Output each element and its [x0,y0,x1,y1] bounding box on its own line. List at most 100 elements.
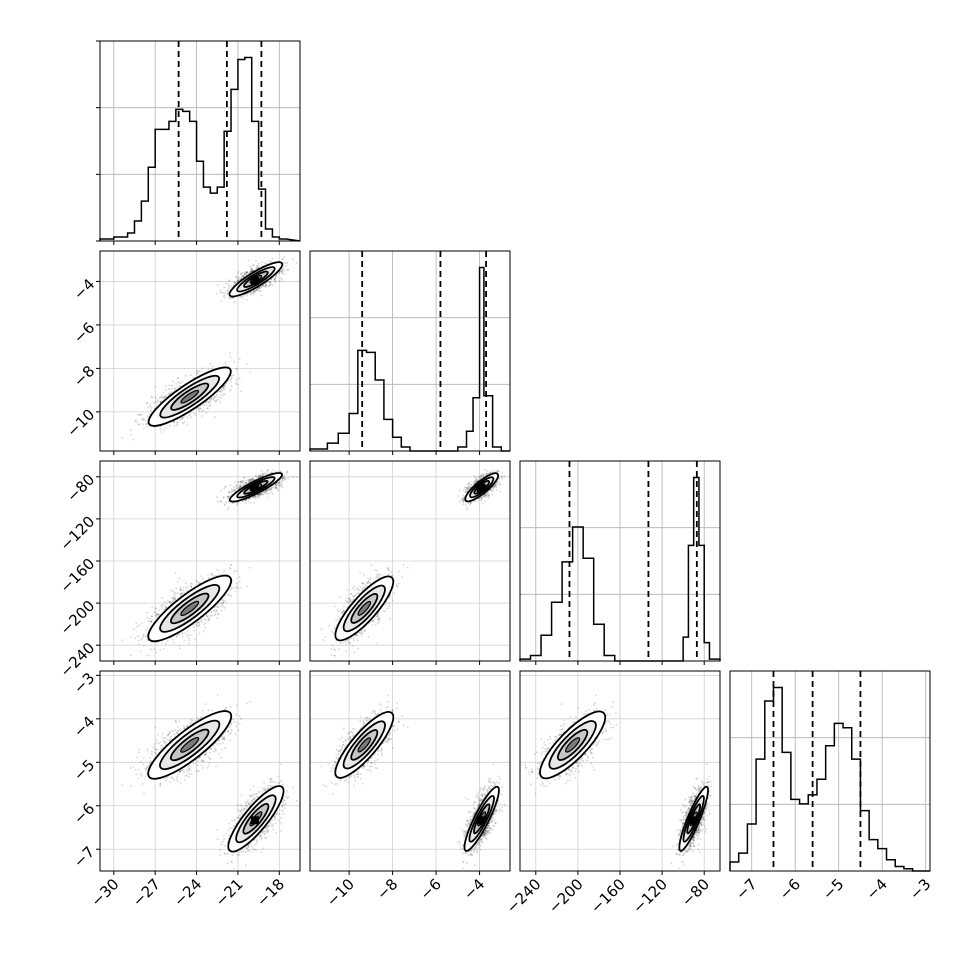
scatter-point [158,609,161,612]
scatter-point [272,469,275,471]
scatter-point [222,386,224,389]
scatter-point [177,381,180,383]
scatter-point [253,495,256,498]
scatter-point [247,259,250,262]
scatter-point [154,400,157,403]
scatter-point [228,279,231,281]
scatter-point [234,481,237,484]
scatter-point [268,492,270,495]
scatter-point [239,485,242,487]
scatter-point [213,608,216,611]
scatter-point [137,423,140,426]
scatter-point [150,620,153,622]
scatter-point [260,294,263,297]
scatter-point [141,622,143,624]
scatter-point [173,598,176,600]
scatter-point [236,279,238,282]
scatter-point [265,471,268,473]
scatter-point [246,271,248,274]
scatter-point [250,477,253,480]
scatter-point [152,401,155,404]
scatter-point [222,386,225,389]
scatter-point [226,289,229,291]
scatter-point [286,268,289,271]
scatter-point [216,283,219,286]
scatter-point [173,421,175,424]
scatter-point [217,613,220,615]
scatter-point [146,638,148,641]
scatter-point [274,278,276,281]
scatter-point [177,377,180,380]
scatter-points-1-0 [121,255,298,441]
scatter-panel-1-0 [96,250,301,455]
scatter-point [237,271,240,273]
scatter-point [164,396,167,398]
scatter-point [245,273,248,275]
scatter-point [172,597,175,600]
scatter-point [238,576,241,579]
scatter-point [151,615,153,618]
scatter-point [275,274,277,277]
scatter-point [146,425,148,428]
scatter-point [201,410,204,413]
scatter-point [199,407,202,410]
scatter-point [228,389,231,392]
scatter-point [259,493,262,495]
scatter-point [269,280,272,283]
scatter-point [252,496,255,499]
scatter-point [169,600,171,603]
scatter-point [166,640,169,642]
scatter-point [177,633,179,636]
scatter-point [178,381,181,384]
scatter-point [217,603,219,606]
scatter-point [249,271,252,273]
scatter-point [211,614,213,617]
scatter-point [224,599,226,602]
scatter-point [146,423,148,425]
scatter-point [269,281,271,283]
scatter-point [292,258,294,260]
scatter-point [262,494,264,496]
scatter-point [256,264,258,267]
scatter-point [280,277,282,280]
scatter-point [194,412,196,415]
scatter-point [264,262,267,265]
scatter-point [219,500,222,502]
scatter-point [243,481,246,484]
scatter-point [225,282,227,285]
scatter-point [246,585,249,588]
scatter-point [228,285,231,288]
scatter-point [274,471,277,473]
scatter-point [223,388,226,391]
scatter-point [243,476,245,479]
scatter-point [172,384,174,387]
scatter-point [239,483,242,486]
scatter-point [230,492,232,494]
scatter-point [191,583,193,585]
scatter-point [145,402,148,405]
scatter-point [214,611,217,613]
scatter-point [244,272,247,274]
scatter-point [170,384,173,387]
scatter-point [283,477,286,480]
scatter-point [271,471,273,474]
scatter-point [237,279,240,282]
scatter-point [250,478,253,481]
scatter-point [262,472,264,475]
scatter-point [283,475,286,477]
scatter-point [162,391,165,393]
scatter-point [233,302,236,304]
scatter-point [163,600,166,603]
scatter-point [207,577,210,580]
scatter-point [270,487,273,490]
scatter-point [175,424,178,427]
scatter-point [245,481,248,484]
scatter-point [197,622,200,625]
scatter-point [177,423,179,426]
scatter-point [264,286,266,288]
scatter-point [172,600,175,603]
scatter-point [269,260,271,262]
scatter-point [214,613,216,616]
scatter-point [198,582,201,585]
scatter-point [281,269,284,271]
